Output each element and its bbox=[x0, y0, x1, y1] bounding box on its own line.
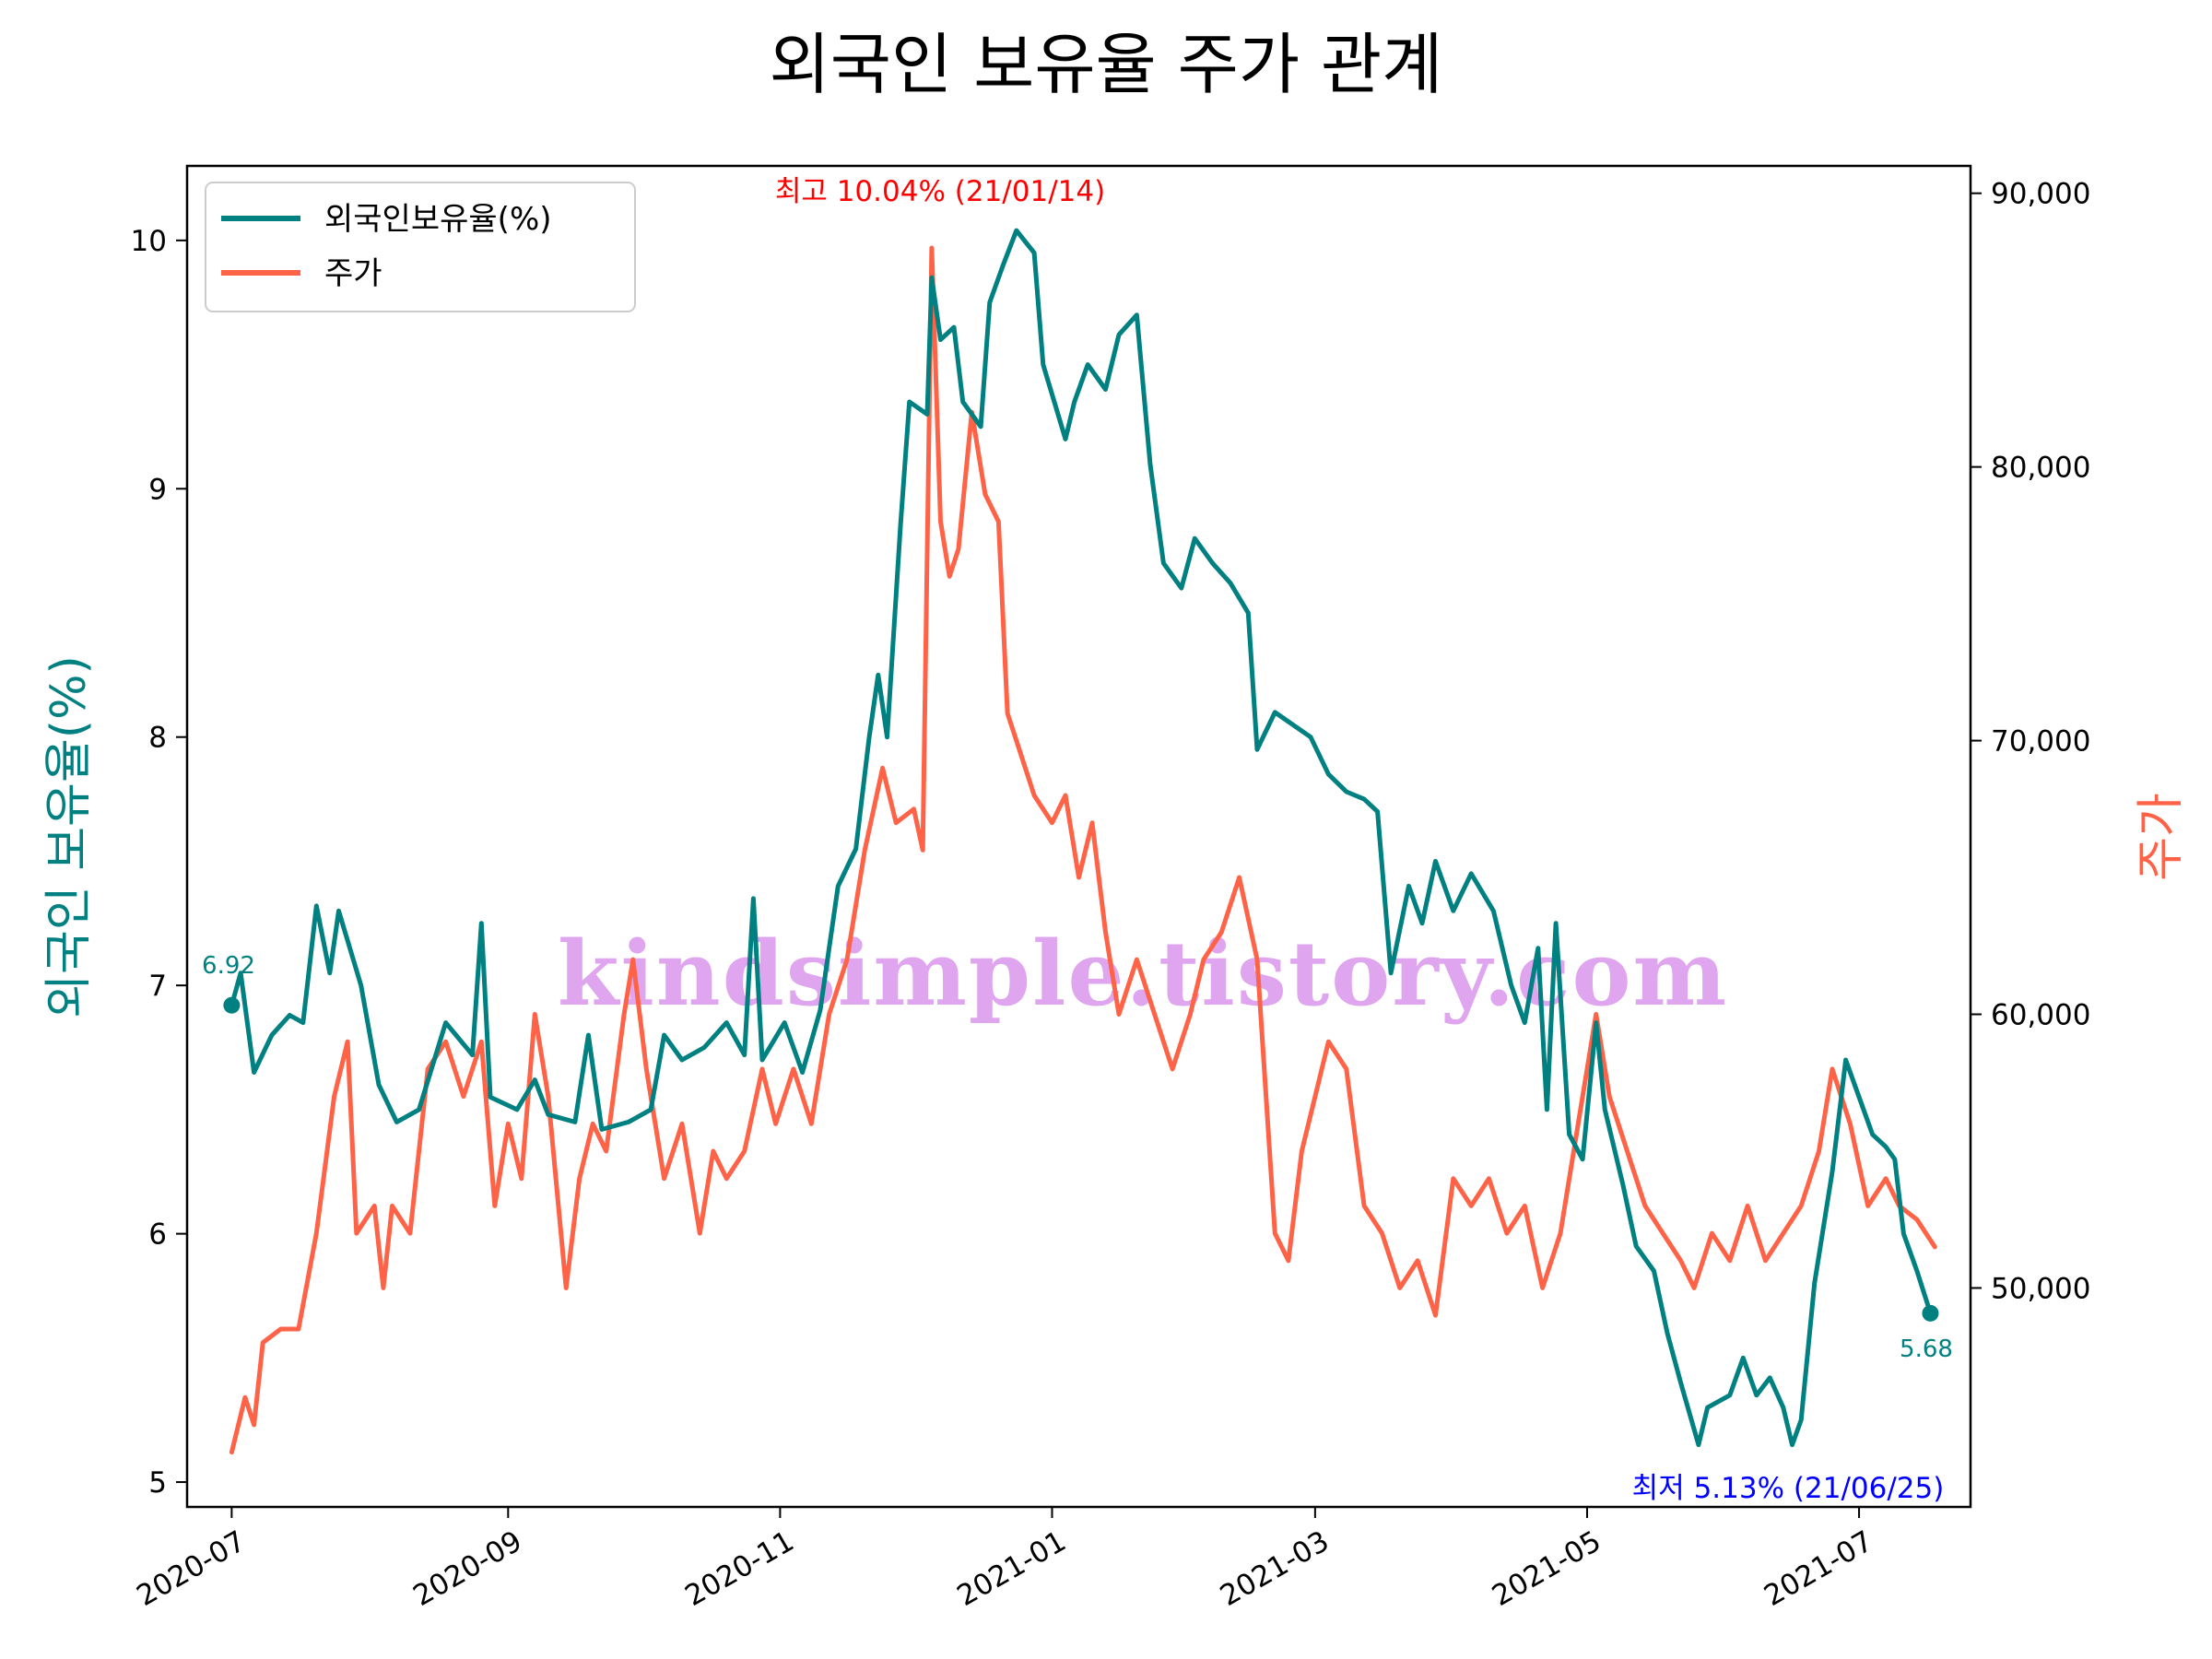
y-right-tick-label: 90,000 bbox=[1991, 178, 2090, 211]
x-tick-label: 2020-11 bbox=[679, 1524, 799, 1613]
chart-title: 외국인 보유율 주가 관계 bbox=[769, 26, 1442, 103]
legend: 외국인보유율(%) 주가 bbox=[205, 182, 636, 312]
y-left-tick-label: 8 bbox=[148, 722, 167, 755]
legend-label-price: 주가 bbox=[324, 255, 382, 292]
x-tick-label: 2020-09 bbox=[407, 1524, 527, 1613]
y-left-tick-label: 10 bbox=[131, 225, 167, 258]
series-line-ownership bbox=[229, 228, 1933, 1448]
series-layer bbox=[223, 228, 1939, 1455]
y-axis-left: 5 6 7 8 9 10 bbox=[131, 225, 187, 1500]
start-value-label: 6.92 bbox=[202, 952, 255, 980]
plot-area bbox=[187, 166, 1971, 1507]
y-left-tick-label: 6 bbox=[148, 1218, 167, 1252]
x-axis: 2020-07 2020-09 2020-11 2021-01 2021-03 2021-… bbox=[131, 1507, 1878, 1613]
y-right-tick-label: 80,000 bbox=[1991, 452, 2090, 485]
y-axis-right-label: 주가 bbox=[2134, 793, 2189, 881]
y-left-tick-label: 9 bbox=[148, 473, 167, 506]
x-tick-label: 2021-05 bbox=[1487, 1524, 1606, 1613]
plot-frame bbox=[185, 164, 1972, 1509]
legend-box bbox=[205, 182, 636, 312]
low-annotation: 최저 5.13% (21/06/25) bbox=[1632, 1472, 1945, 1505]
x-tick-label: 2020-07 bbox=[131, 1524, 251, 1613]
y-axis-left-label: 외국인 보유율(%) bbox=[41, 655, 97, 1018]
y-right-tick-label: 50,000 bbox=[1991, 1272, 2090, 1305]
y-right-tick-label: 70,000 bbox=[1991, 725, 2090, 759]
x-tick-label: 2021-01 bbox=[952, 1524, 1072, 1613]
y-left-tick-label: 5 bbox=[148, 1466, 167, 1500]
y-right-tick-label: 60,000 bbox=[1991, 999, 2090, 1032]
end-marker bbox=[1922, 1304, 1939, 1322]
x-tick-label: 2021-07 bbox=[1759, 1524, 1878, 1613]
high-annotation: 최고 10.04% (21/01/14) bbox=[775, 175, 1105, 208]
y-left-tick-label: 7 bbox=[148, 970, 167, 1003]
series-line-price bbox=[229, 245, 1937, 1455]
start-marker bbox=[223, 996, 241, 1014]
x-tick-label: 2021-03 bbox=[1215, 1524, 1335, 1613]
legend-label-ownership: 외국인보유율(%) bbox=[324, 201, 552, 238]
y-axis-right: 50,000 60,000 70,000 80,000 90,000 bbox=[1971, 178, 2090, 1305]
end-value-label: 5.68 bbox=[1900, 1335, 1953, 1363]
